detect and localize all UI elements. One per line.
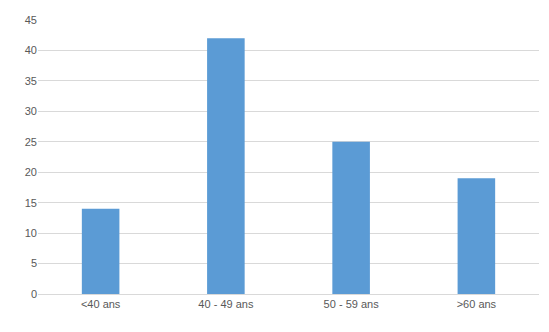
svg-text:15: 15 (25, 197, 37, 209)
svg-text:45: 45 (25, 14, 37, 26)
svg-text:>60 ans: >60 ans (457, 298, 497, 310)
svg-text:0: 0 (31, 288, 37, 300)
svg-text:40 - 49 ans: 40 - 49 ans (198, 298, 254, 310)
svg-text:40: 40 (25, 44, 37, 56)
svg-text:10: 10 (25, 227, 37, 239)
svg-text:30: 30 (25, 105, 37, 117)
svg-text:25: 25 (25, 136, 37, 148)
svg-text:20: 20 (25, 166, 37, 178)
svg-text:<40 ans: <40 ans (81, 298, 121, 310)
svg-text:5: 5 (31, 257, 37, 269)
svg-text:35: 35 (25, 75, 37, 87)
svg-text:50 - 59 ans: 50 - 59 ans (324, 298, 380, 310)
